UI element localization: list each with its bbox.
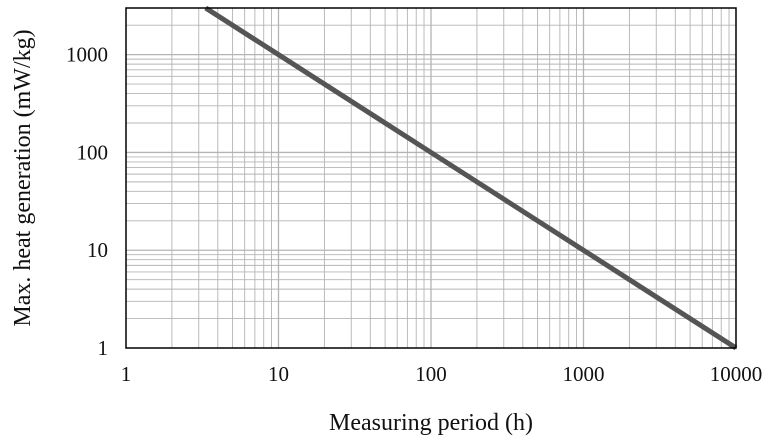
x-tick-label: 100 bbox=[415, 362, 447, 386]
y-tick-label: 1000 bbox=[66, 43, 108, 67]
x-tick-label: 1000 bbox=[563, 362, 605, 386]
plot-frame bbox=[125, 7, 737, 349]
tick-labels: 1 10 100 1000 10000 1 10 100 1000 bbox=[66, 43, 762, 386]
y-tick-label: 100 bbox=[77, 140, 109, 164]
x-tick-label: 1 bbox=[121, 362, 132, 386]
y-tick-label: 10 bbox=[87, 238, 108, 262]
x-axis-label: Measuring period (h) bbox=[329, 410, 533, 436]
grid bbox=[126, 8, 736, 348]
y-axis-label: Max. heat generation (mW/kg) bbox=[10, 29, 36, 326]
series-layer bbox=[204, 5, 738, 351]
x-tick-label: 10000 bbox=[710, 362, 763, 386]
y-tick-label: 1 bbox=[98, 336, 109, 360]
series-line bbox=[204, 5, 738, 351]
x-tick-label: 10 bbox=[268, 362, 289, 386]
